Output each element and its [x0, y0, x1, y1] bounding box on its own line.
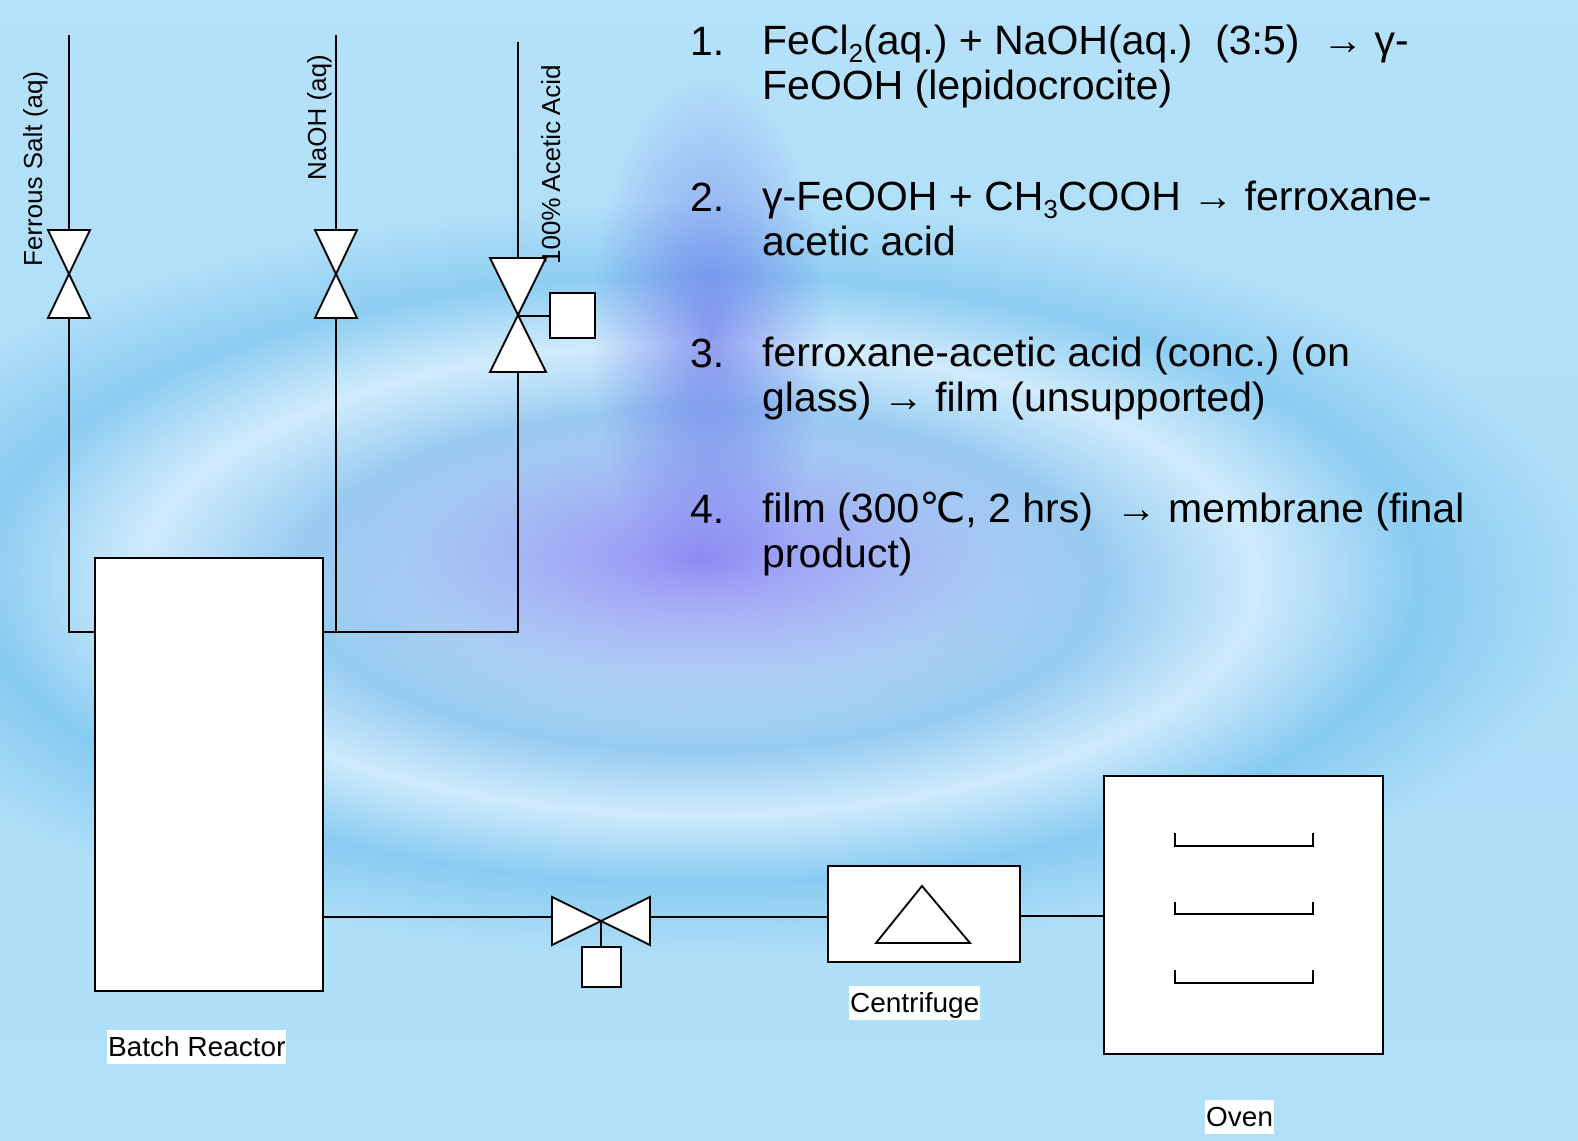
step-line: FeOOH (lepidocrocite)	[762, 63, 1464, 108]
step-text: ferroxane-acetic acid (conc.) (on	[762, 329, 1350, 375]
step-number: 3.	[690, 330, 724, 377]
control-valve	[601, 897, 650, 945]
step-text: γ-FeOOH + CH	[762, 173, 1043, 219]
step-line: product)	[762, 531, 1464, 576]
actuator	[582, 947, 621, 987]
step-number: 4.	[690, 486, 724, 533]
subscript: 3	[1043, 194, 1057, 224]
unit-label: Oven	[1205, 1100, 1274, 1134]
valve	[48, 274, 90, 318]
pipe	[69, 35, 95, 632]
batch-reactor	[95, 558, 323, 991]
actuator	[550, 293, 595, 338]
step-text: FeOOH (lepidocrocite)	[762, 62, 1172, 108]
control-valve	[490, 315, 546, 372]
step-line: acetic acid	[762, 219, 1464, 264]
step-line: γ-FeOOH + CH3COOH → ferroxane-	[762, 174, 1464, 219]
step-text: film (300℃, 2 hrs) → membrane (final	[762, 485, 1464, 531]
valve	[315, 230, 357, 274]
step: 2. γ-FeOOH + CH3COOH → ferroxane-acetic a…	[690, 174, 1464, 264]
page: Ferrous Salt (aq) NaOH (aq) 100% Acetic …	[0, 0, 1578, 1141]
step: 1. FeCl2(aq.) + NaOH(aq.) (3:5) → γ-FeOOH…	[690, 18, 1464, 108]
step-line: film (300℃, 2 hrs) → membrane (final	[762, 486, 1464, 531]
feed-label: Ferrous Salt (aq)	[18, 71, 48, 266]
step-text: FeCl	[762, 17, 849, 63]
valve	[315, 274, 357, 318]
pipe	[323, 42, 518, 632]
step-number: 1.	[690, 18, 724, 65]
step-number: 2.	[690, 174, 724, 221]
step-text: COOH → ferroxane-	[1058, 173, 1432, 219]
step-text: acetic acid	[762, 218, 956, 264]
step-line: FeCl2(aq.) + NaOH(aq.) (3:5) → γ-	[762, 18, 1464, 63]
step-line: ferroxane-acetic acid (conc.) (on	[762, 330, 1464, 375]
step-line: glass) → film (unsupported)	[762, 375, 1464, 420]
unit-label: Centrifuge	[849, 986, 980, 1020]
step-text: product)	[762, 530, 912, 576]
reaction-steps: 1. FeCl2(aq.) + NaOH(aq.) (3:5) → γ-FeOOH…	[690, 18, 1464, 642]
feed-label: 100% Acetic Acid	[536, 65, 566, 264]
feed-label: NaOH (aq)	[302, 54, 332, 180]
control-valve	[552, 897, 601, 945]
unit-label: Batch Reactor	[107, 1030, 286, 1064]
control-valve	[490, 258, 546, 315]
valve	[48, 230, 90, 274]
step-text: glass) → film (unsupported)	[762, 374, 1266, 420]
step-text: (aq.) + NaOH(aq.) (3:5) → γ-	[863, 17, 1409, 63]
